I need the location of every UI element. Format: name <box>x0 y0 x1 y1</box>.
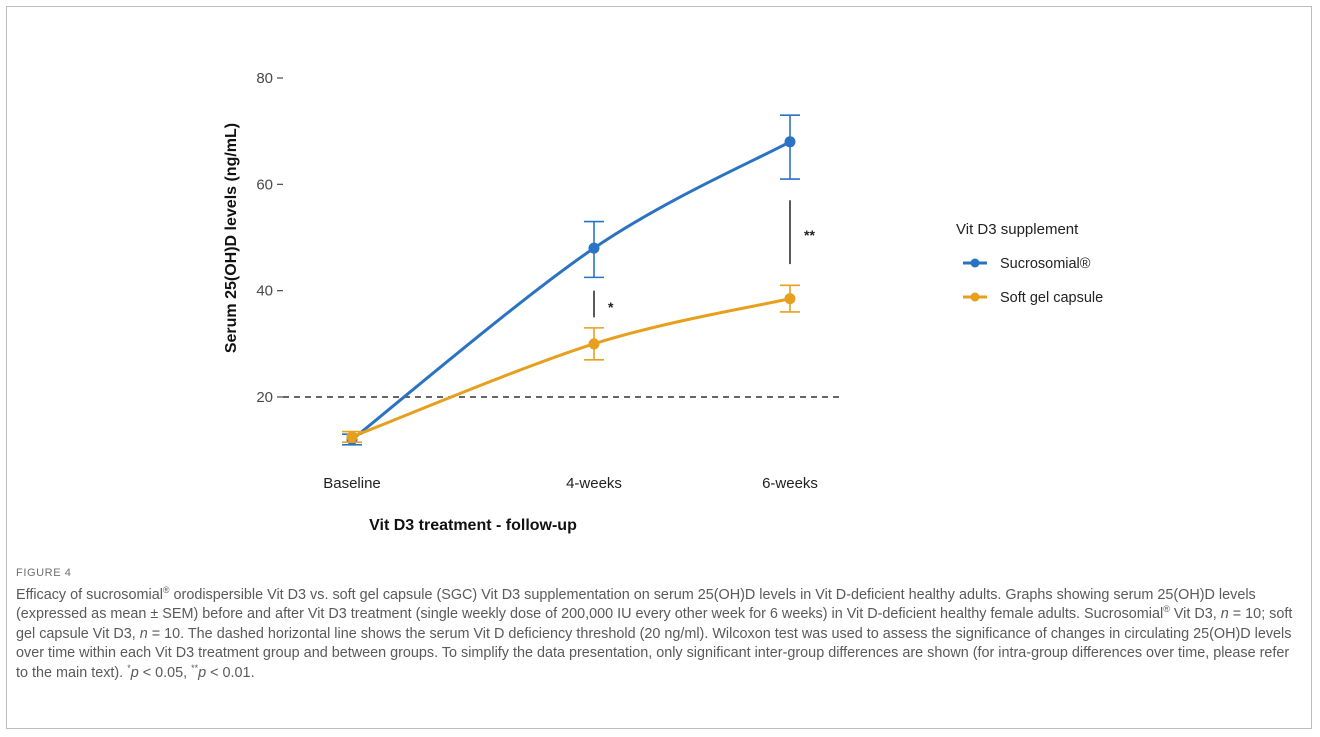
x-tick-label: 4-weeks <box>566 475 622 492</box>
caption-star-1: * <box>127 662 131 673</box>
caption-text-3: Vit D3, <box>1169 606 1221 623</box>
significance-label: ** <box>804 227 815 243</box>
y-tick-label: 60 <box>256 176 273 193</box>
series-line <box>351 140 791 441</box>
y-tick-label: 40 <box>256 283 273 300</box>
chart: 20 40 60 80 Baseline 4-weeks 6-weeks Vit D3 tre… <box>223 70 1103 534</box>
x-tick-label: Baseline <box>323 475 381 492</box>
data-point <box>784 136 796 148</box>
caption-text-6: < 0.05, <box>138 664 192 681</box>
legend-title: Vit D3 supplement <box>956 221 1079 238</box>
caption-text-1: Efficacy of sucrosomial <box>16 587 163 603</box>
figure-caption: Efficacy of sucrosomial® orodispersible … <box>16 586 1302 683</box>
caption-text-2: orodispersible Vit D3 vs. soft gel capsu… <box>16 587 1256 623</box>
legend-label: Soft gel capsule <box>1000 290 1103 306</box>
series-line <box>351 297 791 439</box>
caption-p-1: p <box>130 664 139 681</box>
figure-label: FIGURE 4 <box>16 567 72 579</box>
legend-swatch-dot <box>970 292 980 302</box>
legend-swatch-dot <box>970 258 980 268</box>
caption-text-7: < 0.01. <box>206 664 255 681</box>
caption-n-2: n <box>139 625 148 642</box>
significance-label: * <box>608 299 614 315</box>
x-tick-label: 6-weeks <box>762 475 818 492</box>
data-point <box>784 293 796 305</box>
caption-star-2: ** <box>191 662 199 673</box>
y-tick-label: 20 <box>256 389 273 406</box>
caption-registered-1: ® <box>162 585 170 596</box>
caption-p-2: p <box>198 664 207 681</box>
caption-text-5: = 10. The dashed horizontal line shows t… <box>16 625 1292 681</box>
data-point <box>588 242 600 254</box>
legend-label: Sucrosomial® <box>1000 256 1091 272</box>
caption-n-1: n <box>1220 606 1229 623</box>
data-point <box>588 338 600 350</box>
y-tick-label: 80 <box>256 70 273 87</box>
caption-registered-2: ® <box>1163 604 1170 615</box>
caption-text-4: = 10; soft gel capsule Vit D3, <box>16 606 1293 642</box>
figure-frame <box>6 6 1312 729</box>
y-axis-title: Serum 25(OH)D levels (ng/mL) <box>223 123 240 353</box>
data-point <box>346 431 358 443</box>
x-axis-title: Vit D3 treatment - follow-up <box>369 517 577 534</box>
